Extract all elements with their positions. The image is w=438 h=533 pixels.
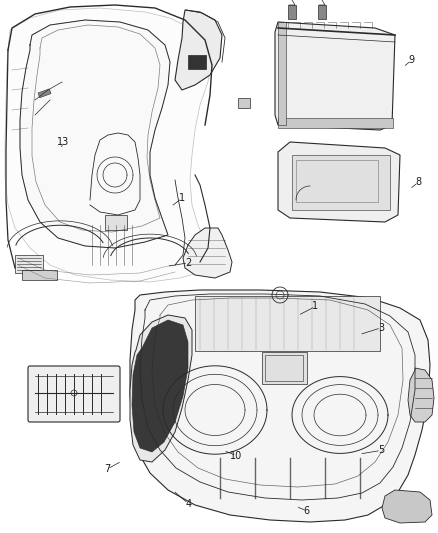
Bar <box>292 155 390 210</box>
FancyBboxPatch shape <box>28 366 120 422</box>
Bar <box>278 22 286 125</box>
Polygon shape <box>20 20 170 248</box>
Bar <box>278 118 393 128</box>
Polygon shape <box>130 315 192 462</box>
Bar <box>238 98 250 108</box>
Text: 4: 4 <box>185 499 191 508</box>
Bar <box>265 355 303 381</box>
Polygon shape <box>132 320 188 452</box>
Text: 3: 3 <box>378 323 384 333</box>
Bar <box>195 296 380 351</box>
Text: 7: 7 <box>104 464 110 474</box>
Text: 9: 9 <box>409 55 415 65</box>
Bar <box>262 352 307 384</box>
Bar <box>296 160 378 202</box>
Polygon shape <box>278 142 400 222</box>
Bar <box>288 5 296 19</box>
Bar <box>38 89 51 98</box>
Polygon shape <box>130 290 430 522</box>
Polygon shape <box>183 228 232 278</box>
Bar <box>22 270 57 280</box>
Polygon shape <box>275 22 395 130</box>
Bar <box>318 5 326 19</box>
Polygon shape <box>5 8 210 282</box>
Bar <box>15 255 43 273</box>
Text: 1: 1 <box>312 302 318 311</box>
Text: 1: 1 <box>179 193 185 203</box>
Text: 13: 13 <box>57 138 70 147</box>
Text: 2: 2 <box>185 258 191 268</box>
Text: 5: 5 <box>378 446 384 455</box>
Bar <box>105 215 127 230</box>
Polygon shape <box>408 368 434 422</box>
Text: 6: 6 <box>304 506 310 515</box>
Polygon shape <box>382 490 432 523</box>
Polygon shape <box>175 10 222 90</box>
Bar <box>188 55 206 69</box>
Text: 8: 8 <box>415 177 421 187</box>
Text: 10: 10 <box>230 451 243 461</box>
